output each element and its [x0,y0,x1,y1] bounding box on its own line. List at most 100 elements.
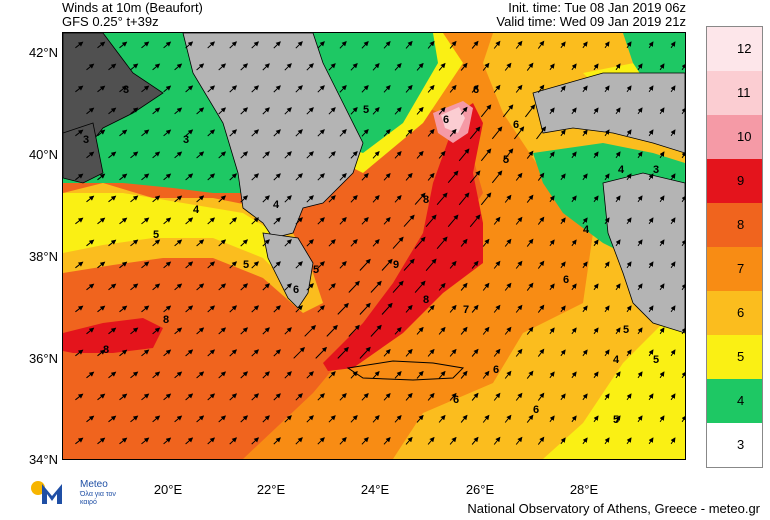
wind-arrow [196,327,205,335]
wind-arrow [460,106,468,115]
wind-arrow [648,305,654,313]
wind-arrow [337,346,349,359]
wind-arrow [626,437,632,445]
wind-arrow [130,415,139,423]
wind-arrow [317,173,325,181]
wind-arrow [560,305,566,313]
legend-label-12: 12 [737,41,752,56]
wind-arrow [659,327,665,335]
wind-arrow [416,326,424,335]
wind-arrow [469,126,481,140]
wind-arrow [273,393,281,401]
wind-arrow [174,151,183,159]
wind-arrow [119,217,128,225]
wind-arrow [273,85,281,93]
wind-arrow [97,217,106,225]
wind-arrow [108,107,117,115]
contour-label: 5 [153,229,159,241]
wind-arrow [504,414,512,423]
wind-arrow [130,371,139,379]
contour-label: 6 [493,364,499,376]
wind-arrow [97,173,106,181]
wind-arrow [119,261,128,269]
wind-arrow [284,371,292,379]
wind-arrow [86,63,95,71]
wind-arrow [493,348,501,357]
wind-arrow [659,415,665,423]
wind-arrow [108,63,117,71]
wind-arrow [372,62,380,71]
wind-arrow [615,195,621,203]
contour-label: 5 [623,324,629,336]
wind-arrow [405,84,413,93]
contour-label: 7 [463,304,469,316]
wind-arrow [359,302,371,315]
wind-arrow [86,283,95,291]
wind-arrow [604,85,610,93]
wind-arrow [229,261,238,269]
bf5-area-west [63,193,303,288]
wind-arrow [394,370,402,379]
wind-arrow [328,195,336,203]
lat-label-40: 40°N [28,147,58,162]
wind-arrow [394,194,402,203]
wind-arrow [229,437,238,445]
wind-arrow [560,85,566,93]
wind-arrow [295,393,303,401]
wind-arrow [273,217,281,225]
wind-arrow [251,349,260,357]
wind-arrow [97,437,106,445]
wind-arrow [526,62,534,71]
wind-arrow [615,107,621,115]
wind-arrow [207,129,216,137]
wind-arrow [141,85,150,93]
wind-arrow [681,107,685,115]
wind-arrow [163,261,172,269]
wind-arrow [317,305,325,313]
wind-arrow [370,280,382,293]
wind-arrow [75,437,84,445]
contour-label: 5 [363,104,369,116]
wind-arrow [350,238,358,247]
wind-arrow [648,173,654,181]
wind-arrow [119,437,128,445]
wind-arrow [273,349,281,357]
wind-arrow [615,151,621,159]
wind-arrow [130,239,139,247]
wind-arrow [582,393,588,401]
wind-arrow [560,437,566,445]
wind-arrow [482,62,490,71]
wind-arrow [604,393,610,401]
wind-arrow [469,214,481,228]
wind-arrow [648,349,654,357]
legend-label-3: 3 [737,437,745,452]
wind-arrow [526,414,534,423]
wind-arrow [482,370,490,379]
wind-arrow [394,106,402,115]
wind-arrow [218,371,227,379]
wind-arrow [526,370,534,379]
wind-arrow [537,392,545,401]
wind-arrow [284,107,292,115]
wind-arrow [339,216,347,225]
wind-arrow [284,415,292,423]
wind-arrow [582,85,588,93]
wind-arrow [152,415,161,423]
legend-label-11: 11 [737,85,751,100]
wind-arrow [626,261,632,269]
wind-arrow [493,216,501,225]
wind-arrow [392,236,404,249]
wind-arrow [130,283,139,291]
wind-arrow [615,283,621,291]
wind-arrow [339,172,347,181]
wind-arrow [273,173,281,181]
wind-arrow [471,40,479,49]
wind-arrow [626,305,632,313]
wind-arrow [152,371,161,379]
wind-arrow [659,283,665,291]
wind-arrow [394,414,402,423]
wind-arrow [262,195,270,203]
wind-arrow [493,40,501,49]
wind-arrow [108,151,117,159]
wind-arrow [427,172,435,181]
